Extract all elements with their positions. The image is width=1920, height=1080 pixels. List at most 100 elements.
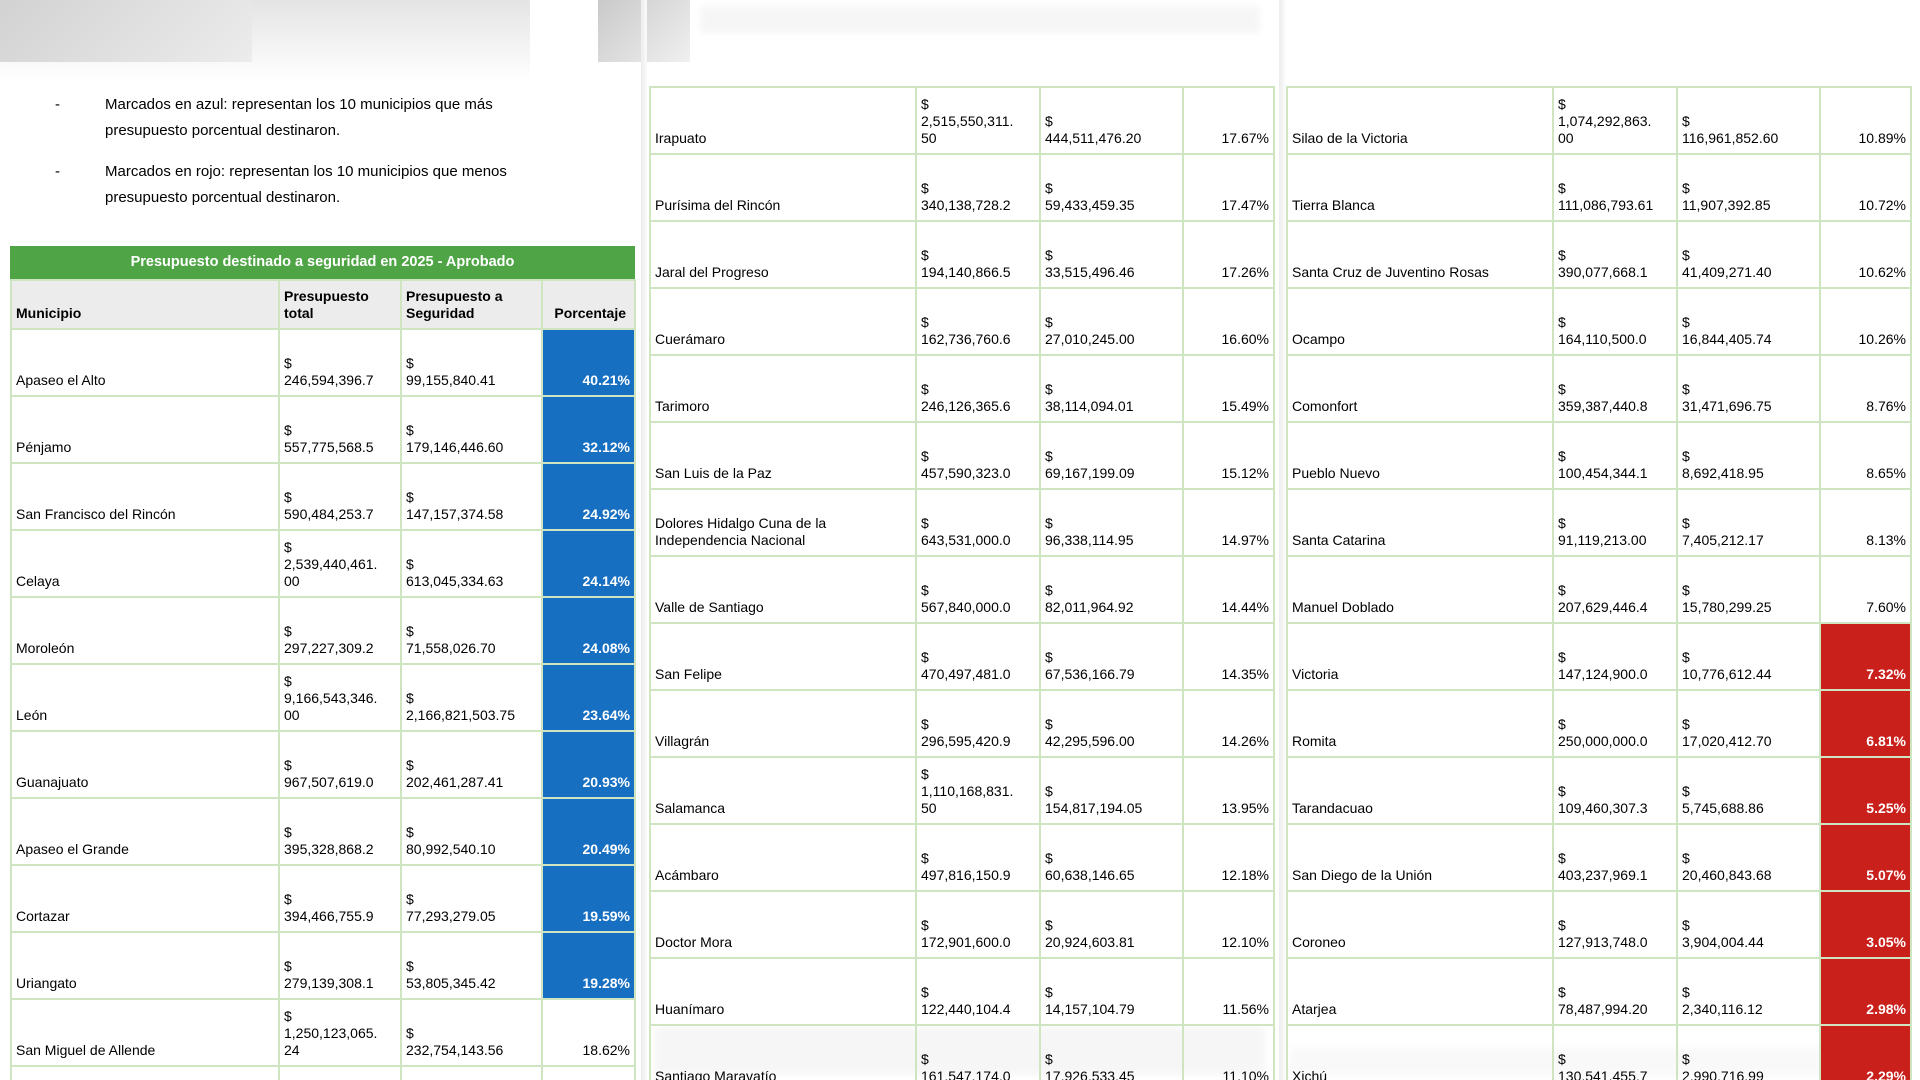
cell-municipio: Purísima del Rincón	[649, 153, 917, 222]
cell-total: $ 172,901,600.0	[915, 890, 1041, 959]
cell-municipio: Santiago Maravatío	[649, 1024, 917, 1080]
table-row: Xichú $ 130,541,455.7 $ 2,990,716.99 2.29%	[1286, 1024, 1912, 1080]
cell-porcentaje: 16.60%	[1182, 287, 1275, 356]
cell-municipio: Tierra Blanca	[1286, 153, 1554, 222]
cell-seguridad: $ 27,010,245.00	[1039, 287, 1184, 356]
cell-porcentaje: 10.72%	[1819, 153, 1912, 222]
cell-municipio: Moroleón	[10, 596, 280, 665]
table-row: Santiago Maravatío $ 161,547,174.0 $ 17,92…	[649, 1024, 1275, 1080]
cell-seguridad: $ 31,471,696.75	[1676, 354, 1821, 423]
cell-porcentaje: 3.05%	[1819, 890, 1912, 959]
cell-total: $ 109,460,307.3	[1552, 756, 1678, 825]
table-row: Moroleón $ 297,227,309.2 $ 71,558,026.70 24…	[10, 596, 636, 665]
cell-seguridad: $ 17,926,533.45	[1039, 1024, 1184, 1080]
table-row: Purísima del Rincón $ 340,138,728.2 $ 59,4…	[649, 153, 1275, 222]
cell-porcentaje: 17.47%	[1182, 153, 1275, 222]
cell-porcentaje: 11.10%	[1182, 1024, 1275, 1080]
table-row: Pénjamo $ 557,775,568.5 $ 179,146,446.60 32…	[10, 395, 636, 464]
legend-item-blue: - Marcados en azul: representan los 10 m…	[55, 92, 575, 144]
cell-seguridad: $ 154,817,194.05	[1039, 756, 1184, 825]
cell-total: $ 394,466,755.9	[278, 864, 402, 933]
cell-seguridad: $ 41,409,271.40	[1676, 220, 1821, 289]
cell-seguridad: $ 60,638,146.65	[1039, 823, 1184, 892]
cell-seguridad: $ 179,146,446.60	[400, 395, 543, 464]
cell-total: $ 340,138,728.2	[915, 153, 1041, 222]
cell-municipio: Doctor Mora	[649, 890, 917, 959]
cell-municipio: Xichú	[1286, 1024, 1554, 1080]
cell-municipio: León	[10, 663, 280, 732]
table-row: San Felipe $ 470,497,481.0 $ 67,536,166.79…	[649, 622, 1275, 691]
table-row: León $ 9,166,543,346. 00 $ 2,166,821,503.7…	[10, 663, 636, 732]
table-row: Manuel Doblado $ 207,629,446.4 $ 15,780,29…	[1286, 555, 1912, 624]
table-row: Ocampo $ 164,110,500.0 $ 16,844,405.74 10.2…	[1286, 287, 1912, 356]
table-row: Silao de la Victoria $ 1,074,292,863. 00 $…	[1286, 86, 1912, 155]
cell-seguridad: $ 17,020,412.70	[1676, 689, 1821, 758]
cell-seguridad: $ 42,295,596.00	[1039, 689, 1184, 758]
cell-municipio: Apaseo el Alto	[10, 328, 280, 397]
cell-total: $ 127,913,748.0	[1552, 890, 1678, 959]
table-row: Romita $ 250,000,000.0 $ 17,020,412.70 6.81…	[1286, 689, 1912, 758]
col-header-municipio: Municipio	[10, 279, 280, 330]
cell-municipio: San Miguel de Allende	[10, 998, 280, 1067]
cell-porcentaje: 15.49%	[1182, 354, 1275, 423]
cell-seguridad: $ 96,338,114.95	[1039, 488, 1184, 557]
budget-table: Municipio Presupuesto total Presupuesto …	[10, 279, 636, 1080]
budget-table-page-1: Presupuesto destinado a seguridad en 202…	[10, 246, 636, 1080]
cell-municipio: Apaseo el Grande	[10, 797, 280, 866]
cell-porcentaje: 14.44%	[1182, 555, 1275, 624]
cell-porcentaje: 17.67%	[1182, 86, 1275, 155]
cell-total: $ 164,110,500.0	[1552, 287, 1678, 356]
table-row: Santa Catarina $ 91,119,213.00 $ 7,405,212…	[1286, 488, 1912, 557]
cell-porcentaje: 15.12%	[1182, 421, 1275, 490]
cell-porcentaje: 10.26%	[1819, 287, 1912, 356]
table-row: Acámbaro $ 497,816,150.9 $ 60,638,146.65 12…	[649, 823, 1275, 892]
cell-seguridad: $ 232,754,143.56	[400, 998, 543, 1067]
cell-municipio: Jaral del Progreso	[649, 220, 917, 289]
cell-total: $ 1,250,123,065. 24	[278, 998, 402, 1067]
cell-total: $ 395,328,868.2	[278, 797, 402, 866]
cell-municipio: Valle de Santiago	[649, 555, 917, 624]
cell-total: $ 359,387,440.8	[1552, 354, 1678, 423]
table-row: Celaya $ 2,539,440,461. 00 $ 613,045,334.6…	[10, 529, 636, 598]
cell-total: $ 557,775,568.5	[278, 395, 402, 464]
table-row: Tarimoro $ 246,126,365.6 $ 38,114,094.01 15…	[649, 354, 1275, 423]
table-row: Cortazar $ 394,466,755.9 $ 77,293,279.05 19…	[10, 864, 636, 933]
table-row: San Diego de la Unión $ 403,237,969.1 $ 20…	[1286, 823, 1912, 892]
cell-porcentaje: 14.26%	[1182, 689, 1275, 758]
cell-seguridad: $ 53,805,345.42	[400, 931, 543, 1000]
table-row: Doctor Mora $ 172,901,600.0 $ 20,924,603.8…	[649, 890, 1275, 959]
cell-total: $ 246,126,365.6	[915, 354, 1041, 423]
cell-seguridad: $ 20,460,843.68	[1676, 823, 1821, 892]
cell-total: $ 390,077,668.1	[1552, 220, 1678, 289]
cell-seguridad: $ 202,461,287.41	[400, 730, 543, 799]
page-gutter	[1279, 0, 1285, 1080]
cell-porcentaje: 32.12%	[541, 395, 636, 464]
cell-seguridad: $ 14,157,104.79	[1039, 957, 1184, 1026]
legend-text-red: Marcados en rojo: representan los 10 mun…	[105, 163, 507, 206]
cell-total: $ 2,515,550,311. 50	[915, 86, 1041, 155]
table-row: Coroneo $ 127,913,748.0 $ 3,904,004.44 3.05…	[1286, 890, 1912, 959]
cell-municipio: Silao de la Victoria	[1286, 86, 1554, 155]
table-title-bar: Presupuesto destinado a seguridad en 202…	[10, 246, 635, 279]
cell-seguridad: $ 613,045,334.63	[400, 529, 543, 598]
cell-municipio: San Luis de la Paz	[649, 421, 917, 490]
cell-total: $ 967,507,619.0	[278, 730, 402, 799]
cell-seguridad: $ 8,692,418.95	[1676, 421, 1821, 490]
cell-municipio: Coroneo	[1286, 890, 1554, 959]
cell-total: $ 2,539,440,461. 00	[278, 529, 402, 598]
cell-porcentaje: 20.93%	[541, 730, 636, 799]
cell-municipio: Villagrán	[649, 689, 917, 758]
cell-porcentaje: 7.32%	[1819, 622, 1912, 691]
table-row: San Miguel de Allende $ 1,250,123,065. 24…	[10, 998, 636, 1067]
table-row: San Francisco del Rincón $ 590,484,253.7 $…	[10, 462, 636, 531]
cell-municipio: Ocampo	[1286, 287, 1554, 356]
cell-porcentaje: 17.26%	[1182, 220, 1275, 289]
cell-municipio: Santa Catarina	[1286, 488, 1554, 557]
cell-municipio: Salamanca	[649, 756, 917, 825]
cell-total: $ 246,594,396.7	[278, 328, 402, 397]
cell-total: $ 457,590,323.0	[915, 421, 1041, 490]
cell-municipio: Dolores Hidalgo Cuna de la Independencia…	[649, 488, 917, 557]
legend-list: - Marcados en azul: representan los 10 m…	[55, 92, 575, 226]
cell-seguridad: $ 77,293,279.05	[400, 864, 543, 933]
bullet-dash: -	[55, 163, 60, 180]
